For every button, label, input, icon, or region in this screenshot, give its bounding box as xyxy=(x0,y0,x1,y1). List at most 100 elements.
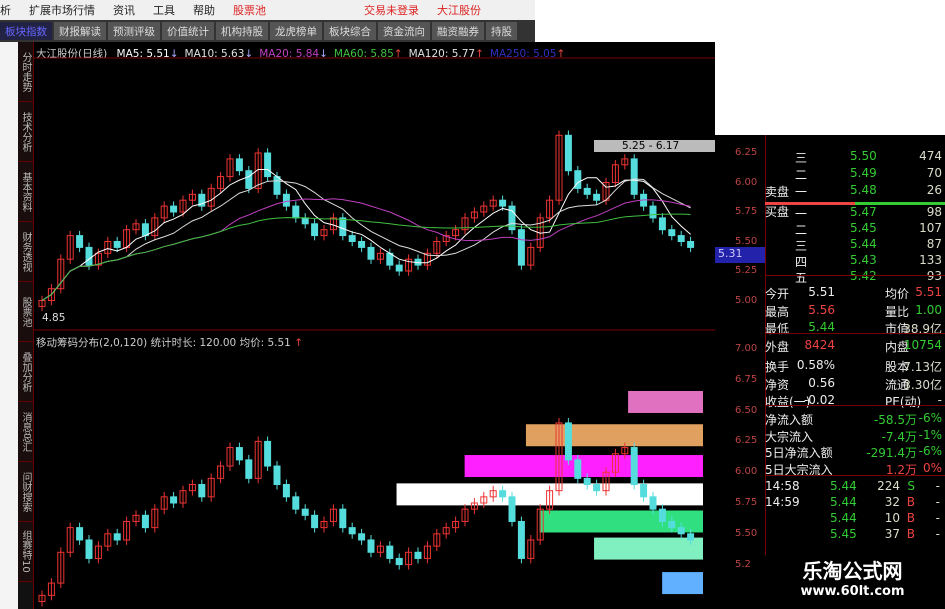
chip-axis-tick: 5.2 xyxy=(735,558,751,570)
vtab-5[interactable]: 叠加分析 xyxy=(18,342,33,402)
chip-price-candle xyxy=(226,447,234,467)
chip-price-candle xyxy=(207,477,215,498)
vtab-7[interactable]: 问财搜索 xyxy=(18,462,33,522)
tab-7[interactable]: 资金流向 xyxy=(378,22,430,40)
tab-3[interactable]: 价值统计 xyxy=(162,22,214,40)
stat-row-cell: 0.56 xyxy=(808,375,835,390)
chip-price-candle xyxy=(282,484,290,498)
tab-9[interactable]: 持股 xyxy=(486,22,517,40)
menu-tools[interactable]: 工具 xyxy=(153,4,175,17)
buy-row-cell: 四 xyxy=(795,255,808,269)
price-candle xyxy=(423,252,431,266)
chip-price-candle xyxy=(536,508,544,541)
chip-price-candle xyxy=(264,440,272,467)
chip-price-candle xyxy=(113,533,121,541)
toolbar: 板块指数 财报解读 预测评级 价值统计 机构持股 龙虎榜单 板块综合 资金流向 融资融券 持股 xyxy=(0,20,535,42)
stat-row-cell: 量比 xyxy=(885,304,910,319)
price-candle xyxy=(630,158,638,195)
tick-row-cell: 14:59 xyxy=(765,495,800,509)
chip-price-candle xyxy=(348,527,356,535)
chip-price-candle xyxy=(329,508,337,522)
chip-price-candle xyxy=(602,471,610,492)
chip-price-candle xyxy=(687,533,695,541)
tick-row-cell: 224 xyxy=(877,479,900,493)
watermark-url: www.60lt.com xyxy=(800,584,905,599)
price-candle xyxy=(235,158,243,172)
vtab-3[interactable]: 财务透视 xyxy=(18,222,33,282)
chip-price-candle xyxy=(452,520,460,529)
sell-title: 卖盘 xyxy=(765,183,945,200)
flow-row-cell: -58.5万 xyxy=(873,413,917,427)
range-label: 5.25 - 6.17 xyxy=(594,140,716,152)
chart-area[interactable]: 大江股份(日线) MA5: 5.51↓ MA10: 5.63↓ MA20: 5.84… xyxy=(34,42,716,609)
tab-0[interactable]: 板块指数 xyxy=(0,22,52,40)
menu-help[interactable]: 帮助 xyxy=(193,4,215,17)
price-chart[interactable] xyxy=(34,42,715,609)
quote-panel: 5.31 6.25 6.00 5.75 5.50 5.25 5.00 7.00 6.75 6.5… xyxy=(715,135,945,609)
buy-row-cell: 二 xyxy=(795,223,808,237)
divider xyxy=(765,475,945,476)
chip-price-candle xyxy=(405,551,413,566)
price-candle xyxy=(339,217,347,237)
chip-price-candle xyxy=(141,514,149,529)
tick-row-cell: 37 xyxy=(884,527,900,541)
tab-1[interactable]: 财报解读 xyxy=(54,22,106,40)
tab-5[interactable]: 龙虎榜单 xyxy=(270,22,322,40)
vtab-6[interactable]: 消息总汇 xyxy=(18,402,33,462)
price-candle xyxy=(188,193,196,201)
price-axis-tick: 5.25 xyxy=(735,265,758,276)
menu-item[interactable]: 析 xyxy=(0,4,11,17)
login-status[interactable]: 交易未登录 xyxy=(364,4,419,17)
watermark-name: 乐淘公式网 xyxy=(802,559,903,583)
chip-price-candle xyxy=(630,447,638,486)
sell-row-cell: 474 xyxy=(919,149,942,163)
buy-row-cell: 5.43 xyxy=(850,253,877,267)
chip-price-candle xyxy=(94,545,102,559)
stat-row: 外盘 8424 内盘 10754 xyxy=(765,338,945,355)
chip-axis-tick: 6.50 xyxy=(735,404,758,416)
vtab-4[interactable]: 股票池 xyxy=(18,282,33,342)
menu-market[interactable]: 扩展市场行情 xyxy=(29,4,95,17)
tick-row-cell: 5.45 xyxy=(830,527,857,541)
chip-price-candle xyxy=(132,514,140,522)
price-candle xyxy=(489,199,497,207)
price-candle xyxy=(452,229,460,237)
tab-8[interactable]: 融资融券 xyxy=(432,22,484,40)
chip-price-candle xyxy=(527,539,535,559)
vtab-0[interactable]: 分时走势 xyxy=(18,42,33,102)
chip-price-candle xyxy=(414,551,422,559)
price-candle xyxy=(47,288,55,301)
sell-row-cell: 5.50 xyxy=(850,149,877,163)
chip-price-candle xyxy=(76,527,84,541)
chip-price-candle xyxy=(593,484,601,492)
chip-price-candle xyxy=(489,490,497,498)
price-candle xyxy=(367,246,375,260)
chip-price-candle xyxy=(621,447,629,455)
ma-label: MA60: 5.85 xyxy=(333,48,394,60)
menu-news[interactable]: 资讯 xyxy=(113,4,135,17)
flow-row: 净流入额 -58.5万 -6% xyxy=(765,411,945,428)
sell-row-cell: 二 xyxy=(795,168,808,182)
stock-pool-button[interactable]: 股票池 xyxy=(233,4,266,17)
chip-price-candle xyxy=(395,557,403,566)
tab-2[interactable]: 预测评级 xyxy=(108,22,160,40)
vtab-1[interactable]: 技术分析 xyxy=(18,102,33,162)
price-axis-tick: 5.50 xyxy=(735,235,758,247)
tick-row-cell: - xyxy=(935,511,940,525)
chip-price-candle xyxy=(499,490,507,498)
price-candle xyxy=(405,258,413,272)
vtab-2[interactable]: 基本资料 xyxy=(18,162,33,222)
vtab-8[interactable]: 组赛特10 xyxy=(18,522,33,582)
price-candle xyxy=(207,187,215,207)
tab-6[interactable]: 板块综合 xyxy=(324,22,376,40)
chip-price-candle xyxy=(649,496,657,510)
ma-arrow-icon: ↑ xyxy=(475,48,484,60)
price-candle xyxy=(217,176,225,189)
ma10-line xyxy=(41,178,691,301)
spread-line xyxy=(765,202,945,205)
price-candle xyxy=(170,205,178,213)
stat-row: 今开 5.51 均价 5.51 xyxy=(765,285,945,302)
tab-4[interactable]: 机构持股 xyxy=(216,22,268,40)
sell-row-cell: 一 xyxy=(795,185,808,199)
stat-row: 净资 0.56 流通 3.30亿 xyxy=(765,376,945,393)
